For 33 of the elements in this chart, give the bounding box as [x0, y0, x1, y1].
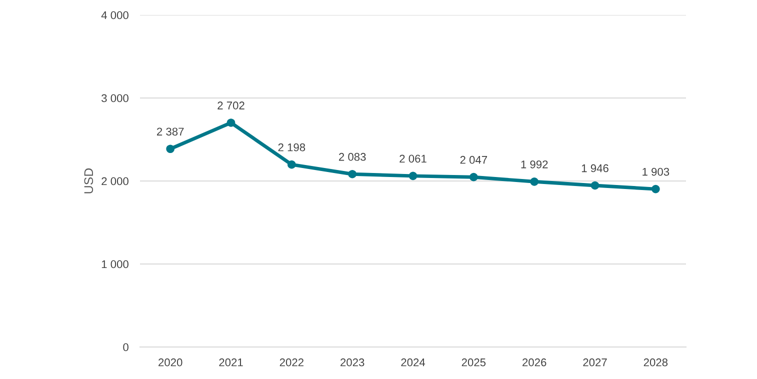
- y-tick-label: 3 000: [102, 94, 128, 102]
- x-tick-label: 2027: [583, 358, 607, 366]
- y-tick-label: 2 000: [102, 177, 128, 186]
- data-label: 2 047: [460, 156, 488, 164]
- y-tick-label: 0: [123, 343, 128, 352]
- data-label: 2 387: [156, 128, 184, 136]
- data-label: 2 083: [338, 152, 366, 161]
- x-tick-label: 2021: [219, 358, 243, 366]
- x-tick-label: 2020: [158, 358, 182, 366]
- y-axis-title: USD: [84, 168, 94, 194]
- point: [348, 170, 356, 178]
- point: [590, 181, 600, 190]
- x-tick-label: 2025: [462, 358, 486, 366]
- data-label: 2 702: [218, 102, 244, 110]
- point: [288, 160, 296, 169]
- point: [226, 118, 236, 127]
- point: [166, 144, 174, 154]
- point: [530, 177, 538, 186]
- data-label: 1 903: [642, 168, 670, 176]
- data-label: 1 946: [582, 164, 608, 172]
- x-tick-label: 2024: [401, 358, 426, 366]
- x-tick-label: 2028: [644, 358, 668, 366]
- point: [652, 184, 660, 194]
- x-tick-label: 2023: [340, 358, 364, 366]
- x-tick-label: 2022: [280, 358, 304, 366]
- data-label: 2 061: [400, 154, 426, 163]
- data-label: 2 198: [278, 143, 306, 152]
- data-label: 1 992: [521, 160, 548, 168]
- point: [470, 172, 478, 182]
- point: [408, 172, 418, 180]
- y-tick-label: 1 000: [102, 260, 128, 268]
- y-tick-label: 4 000: [101, 11, 128, 20]
- x-tick-label: 2026: [522, 358, 546, 366]
